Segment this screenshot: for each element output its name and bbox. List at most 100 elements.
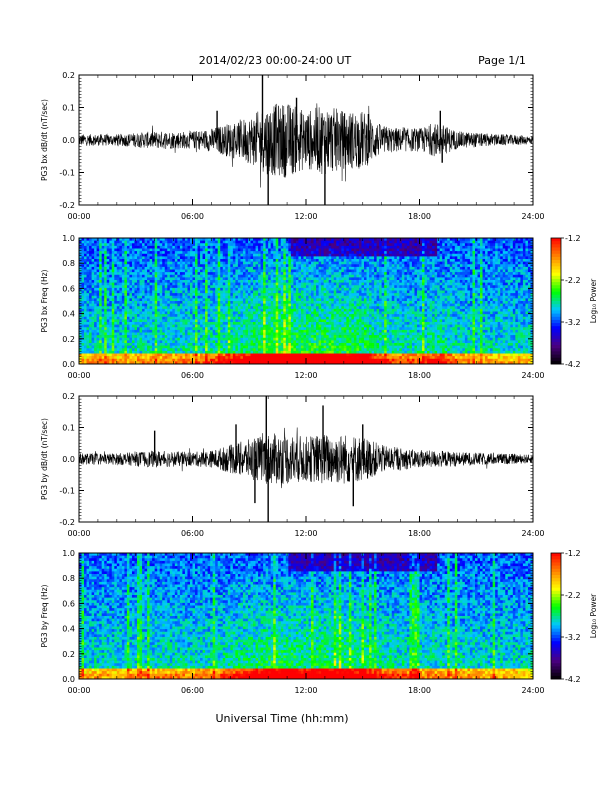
spectrogram-cell (230, 325, 233, 328)
spectrogram-cell (132, 298, 135, 301)
spectrogram-cell (261, 340, 264, 343)
spectrogram-cell (243, 327, 246, 330)
spectrogram-cell (296, 277, 299, 280)
spectrogram-cell (215, 256, 218, 259)
spectrogram-cell (205, 280, 208, 283)
spectrogram-cell (283, 306, 286, 309)
spectrogram-cell (150, 283, 153, 286)
spectrogram-cell (167, 322, 170, 325)
spectrogram-cell (205, 330, 208, 333)
spectrogram-cell (240, 327, 243, 330)
spectrogram-cell (233, 275, 236, 278)
spectrogram-cell (155, 359, 158, 362)
spectrogram-cell (324, 256, 327, 259)
spectrogram-cell (124, 343, 127, 346)
spectrogram-cell (102, 280, 105, 283)
spectrogram-cell (137, 275, 140, 278)
spectrogram-cell (117, 259, 120, 262)
spectrogram-cell (84, 296, 87, 299)
spectrogram-cell (223, 340, 226, 343)
spectrogram-cell (301, 296, 304, 299)
spectrogram-cell (240, 338, 243, 341)
spectrogram-cell (109, 285, 112, 288)
spectrogram-cell (245, 322, 248, 325)
spectrogram-cell (288, 348, 291, 351)
spectrogram-cell (233, 304, 236, 307)
spectrogram-cell (256, 330, 259, 333)
spectrogram-cell (321, 312, 324, 315)
spectrogram-cell (129, 291, 132, 294)
spectrogram-cell (245, 277, 248, 280)
spectrogram-cell (278, 262, 281, 265)
spectrogram-cell (263, 338, 266, 341)
spectrogram-cell (107, 343, 110, 346)
spectrogram-cell (187, 285, 190, 288)
spectrogram-cell (160, 359, 163, 362)
spectrogram-cell (84, 327, 87, 330)
spectrogram-cell (99, 314, 102, 317)
spectrogram-cell (124, 262, 127, 265)
spectrogram-cell (258, 304, 261, 307)
spectrogram-cell (228, 249, 231, 252)
spectrogram-cell (94, 346, 97, 349)
spectrogram-cell (301, 346, 304, 349)
spectrogram-cell (172, 241, 175, 244)
spectrogram-cell (167, 283, 170, 286)
spectrogram-cell (210, 356, 213, 359)
spectrogram-cell (87, 340, 90, 343)
spectrogram-cell (293, 306, 296, 309)
spectrogram-cell (112, 259, 115, 262)
spectrogram-cell (218, 317, 221, 320)
spectrogram-cell (107, 270, 110, 273)
spectrogram-cell (253, 251, 256, 254)
spectrogram-cell (303, 327, 306, 330)
spectrogram-cell (102, 327, 105, 330)
spectrogram-cell (213, 346, 216, 349)
spectrogram-cell (314, 330, 317, 333)
spectrogram-cell (177, 319, 180, 322)
spectrogram-cell (273, 254, 276, 257)
spectrogram-cell (170, 354, 173, 357)
spectrogram-cell (127, 293, 130, 296)
spectrogram-cell (248, 270, 251, 273)
spectrogram-cell (208, 262, 211, 265)
spectrogram-cell (245, 259, 248, 262)
spectrogram-cell (253, 306, 256, 309)
spectrogram-cell (253, 340, 256, 343)
spectrogram-cell (220, 348, 223, 351)
spectrogram-cell (324, 262, 327, 265)
spectrogram-cell (140, 296, 143, 299)
spectrogram-cell (99, 270, 102, 273)
spectrogram-cell (107, 314, 110, 317)
spectrogram-cell (268, 270, 271, 273)
spectrogram-cell (112, 306, 115, 309)
spectrogram-cell (175, 322, 178, 325)
spectrogram-cell (288, 298, 291, 301)
spectrogram-cell (92, 306, 95, 309)
spectrogram-cell (114, 309, 117, 312)
spectrogram-cell (208, 264, 211, 267)
spectrogram-cell (281, 309, 284, 312)
spectrogram-cell (119, 272, 122, 275)
spectrogram-cell (87, 304, 90, 307)
spectrogram-cell (147, 359, 150, 362)
spectrogram-cell (92, 259, 95, 262)
spectrogram-cell (167, 304, 170, 307)
spectrogram-cell (213, 254, 216, 257)
spectrogram-cell (220, 288, 223, 291)
spectrogram-cell (102, 301, 105, 304)
spectrogram-cell (253, 322, 256, 325)
spectrogram-cell (223, 272, 226, 275)
spectrogram-cell (97, 293, 100, 296)
spectrogram-cell (127, 322, 130, 325)
spectrogram-cell (134, 330, 137, 333)
spectrogram-cell (296, 254, 299, 257)
spectrogram-cell (319, 267, 322, 270)
spectrogram-cell (321, 288, 324, 291)
spectrogram-cell (258, 243, 261, 246)
spectrogram-cell (215, 309, 218, 312)
spectrogram-cell (104, 256, 107, 259)
spectrogram-cell (87, 306, 90, 309)
spectrogram-cell (225, 264, 228, 267)
spectrogram-cell (230, 296, 233, 299)
